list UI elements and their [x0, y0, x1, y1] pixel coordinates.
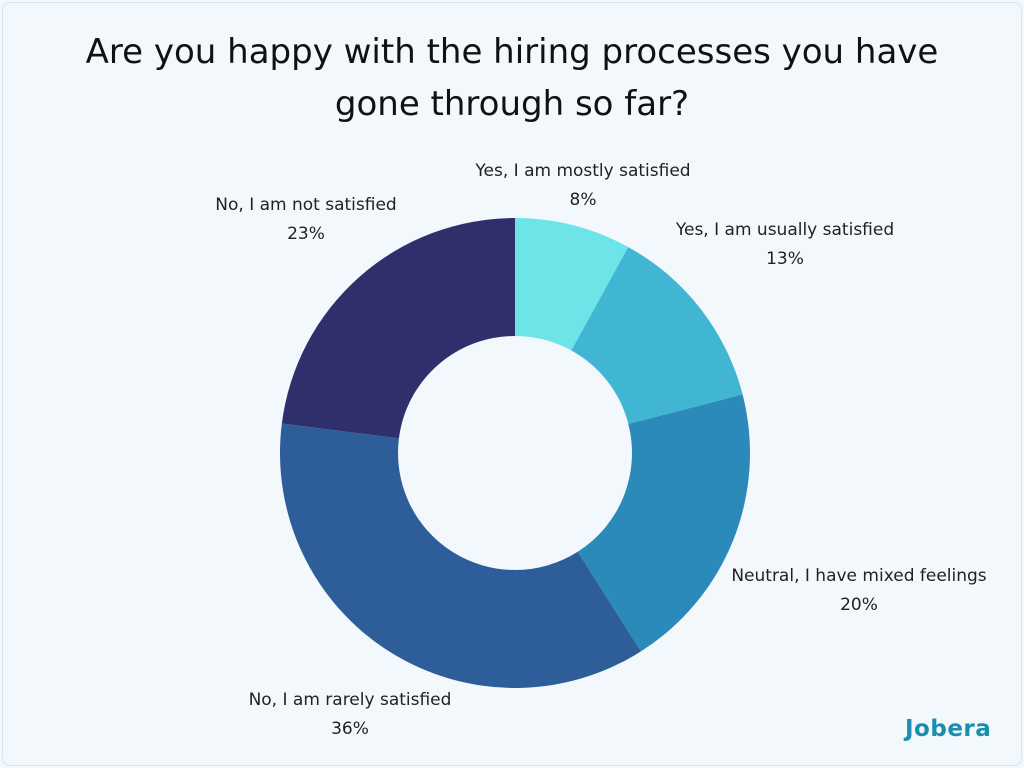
slice-label-rarely-satisfied: No, I am rarely satisfied 36%	[249, 686, 452, 744]
donut-slice-4	[280, 423, 641, 688]
value-label: 13%	[766, 249, 804, 269]
donut-slice-5	[281, 218, 515, 439]
chart-title-line-1: Are you happy with the hiring processes …	[85, 32, 939, 72]
donut-slice-3	[577, 394, 751, 652]
slice-label-mostly-satisfied: Yes, I am mostly satisfied 8%	[475, 157, 690, 215]
donut-slice-2	[571, 247, 743, 424]
value-label: 23%	[287, 224, 325, 244]
slice-label-usually-satisfied: Yes, I am usually satisfied 13%	[676, 216, 894, 274]
value-label: 8%	[569, 190, 597, 210]
chart-title-line-2: gone through so far?	[334, 84, 690, 124]
category-label: Yes, I am mostly satisfied	[475, 161, 691, 181]
category-label: Neutral, I have mixed feelings	[731, 566, 987, 586]
category-label: Yes, I am usually satisfied	[675, 220, 895, 240]
jobera-logo: Jobera	[905, 716, 992, 742]
slice-label-neutral: Neutral, I have mixed feelings 20%	[731, 562, 986, 620]
slice-label-not-satisfied: No, I am not satisfied 23%	[215, 191, 396, 249]
category-label: No, I am not satisfied	[215, 195, 397, 215]
value-label: 36%	[331, 719, 369, 739]
category-label: No, I am rarely satisfied	[248, 690, 452, 710]
donut-slice-1	[515, 218, 629, 351]
value-label: 20%	[840, 595, 878, 615]
chart-title: Are you happy with the hiring processes …	[0, 26, 1024, 130]
